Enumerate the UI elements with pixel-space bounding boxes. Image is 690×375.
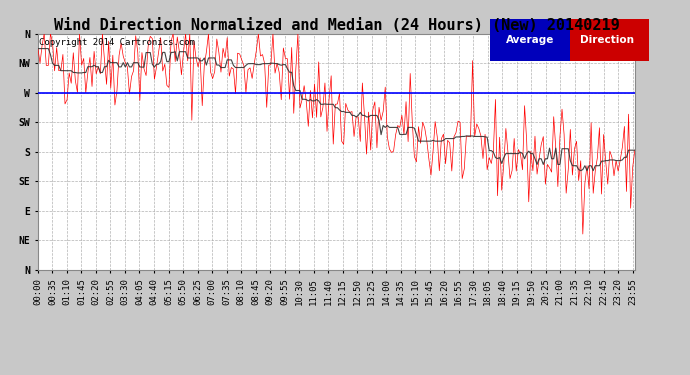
Text: Copyright 2014 Cartronics.com: Copyright 2014 Cartronics.com [39, 39, 195, 48]
Text: Average: Average [506, 35, 554, 45]
Text: Direction: Direction [580, 35, 633, 45]
Title: Wind Direction Normalized and Median (24 Hours) (New) 20140219: Wind Direction Normalized and Median (24… [54, 18, 619, 33]
